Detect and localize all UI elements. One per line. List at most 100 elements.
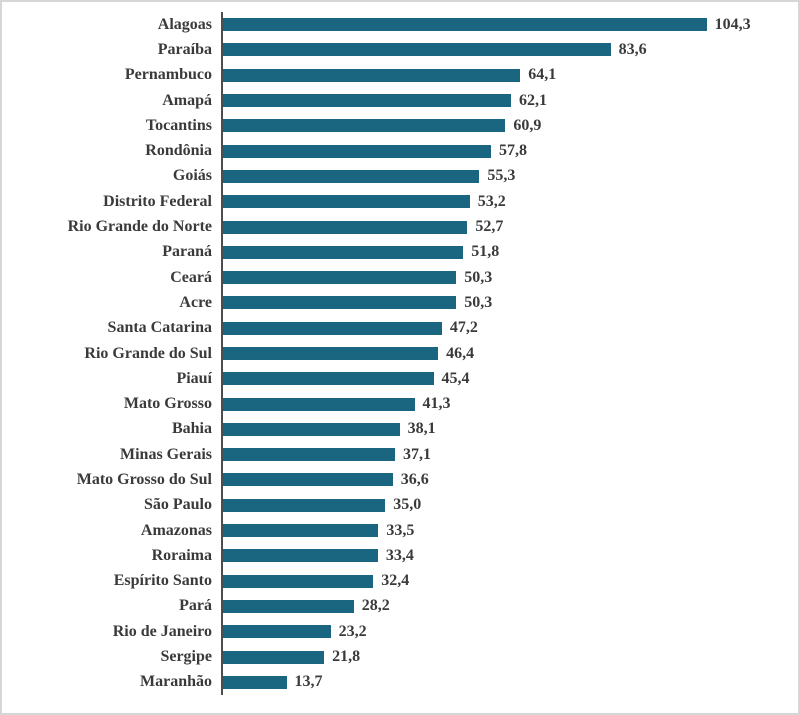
value-label: 46,4 [446, 344, 475, 362]
value-label: 21,8 [332, 648, 361, 666]
chart-row: Alagoas 104,3 [2, 12, 798, 38]
plot-area-row: 104,3 [221, 12, 798, 38]
plot-area-row: 55,3 [221, 163, 798, 190]
value-label: 45,4 [441, 369, 470, 387]
category-label: Roraima [151, 546, 212, 564]
plot-area-row: 50,3 [221, 264, 798, 291]
plot-area-row: 32,4 [221, 568, 798, 594]
value-label: 36,6 [400, 470, 429, 488]
value-label: 47,2 [449, 319, 478, 337]
chart-row: Roraima 33,4 [2, 543, 798, 569]
chart-row: Pernambuco 64,1 [2, 62, 798, 88]
category-label: Mato Grosso do Sul [76, 470, 212, 488]
chart-rows: Alagoas 104,3 Paraíba 83,6 Pernambuco 64,1 Ama… [2, 12, 798, 696]
bar [223, 220, 468, 234]
plot-area-row: 38,1 [221, 416, 798, 443]
chart-row: Acre 50,3 [2, 290, 798, 316]
category-label: Rio Grande do Sul [84, 344, 212, 362]
category-label: Ceará [170, 268, 212, 286]
category-label: Minas Gerais [120, 445, 212, 463]
chart-row: Mato Grosso do Sul 36,6 [2, 467, 798, 493]
chart-row: Ceará 50,3 [2, 264, 798, 291]
category-label: Pernambuco [124, 66, 212, 84]
bar [223, 372, 434, 386]
bar [223, 144, 492, 158]
plot-area-row: 57,8 [221, 138, 798, 164]
category-label: Paraíba [157, 40, 212, 58]
chart-row: Piauí 45,4 [2, 366, 798, 392]
category-label: Rondônia [145, 142, 212, 160]
value-label: 60,9 [513, 116, 542, 134]
plot-area-row: 64,1 [221, 62, 798, 88]
category-label: Paraná [162, 243, 212, 261]
chart-row: Amapá 62,1 [2, 87, 798, 114]
chart-row: Bahia 38,1 [2, 416, 798, 443]
value-label: 57,8 [499, 142, 528, 160]
value-label: 51,8 [471, 243, 500, 261]
plot-area-row: 47,2 [221, 315, 798, 341]
chart-row: Pará 28,2 [2, 593, 798, 620]
plot-area-row: 41,3 [221, 391, 798, 417]
bar [223, 422, 400, 436]
bar [223, 675, 287, 689]
bar [223, 321, 442, 335]
bar [223, 296, 457, 310]
bar [223, 574, 374, 588]
bar [223, 599, 354, 613]
plot-area-row: 37,1 [221, 442, 798, 468]
value-label: 50,3 [464, 293, 493, 311]
category-label: Rio de Janeiro [112, 622, 212, 640]
category-label: Santa Catarina [107, 319, 212, 337]
category-label: São Paulo [143, 496, 212, 514]
chart-row: Rondônia 57,8 [2, 138, 798, 164]
plot-area-row: 33,5 [221, 517, 798, 544]
category-label: Goiás [172, 167, 212, 185]
plot-area-row: 35,0 [221, 492, 798, 518]
bar [223, 650, 325, 664]
bar [223, 473, 393, 487]
bar [223, 94, 511, 108]
bar [223, 245, 464, 259]
value-label: 64,1 [528, 66, 557, 84]
category-label: Distrito Federal [103, 192, 212, 210]
chart-row: Sergipe 21,8 [2, 644, 798, 670]
plot-area-row: 45,4 [221, 366, 798, 392]
value-label: 28,2 [361, 597, 390, 615]
plot-area-row: 53,2 [221, 189, 798, 215]
category-label: Sergipe [160, 648, 212, 666]
chart-row: Rio Grande do Norte 52,7 [2, 214, 798, 240]
bar [223, 347, 439, 360]
plot-area-row: 36,6 [221, 467, 798, 493]
category-label: Maranhão [140, 673, 212, 691]
plot-area-row: 23,2 [221, 619, 798, 645]
value-label: 32,4 [381, 572, 410, 590]
value-label: 55,3 [487, 167, 516, 185]
plot-area-row: 51,8 [221, 239, 798, 265]
category-label: Acre [179, 293, 212, 311]
bar [223, 524, 379, 538]
bar [223, 397, 415, 411]
bar [223, 498, 386, 512]
plot-area-row: 21,8 [221, 644, 798, 670]
chart-row: Rio de Janeiro 23,2 [2, 619, 798, 645]
value-label: 35,0 [393, 496, 422, 514]
category-label: Bahia [171, 420, 212, 438]
chart-row: Paraná 51,8 [2, 239, 798, 265]
bar [223, 195, 470, 209]
value-label: 62,1 [518, 91, 547, 109]
chart-row: Goiás 55,3 [2, 163, 798, 190]
plot-area-row: 33,4 [221, 543, 798, 569]
chart-row: São Paulo 35,0 [2, 492, 798, 518]
category-label: Piauí [176, 369, 212, 387]
value-label: 13,7 [294, 673, 323, 691]
chart-row: Minas Gerais 37,1 [2, 442, 798, 468]
plot-area-row: 83,6 [221, 37, 798, 63]
plot-area-row: 52,7 [221, 214, 798, 240]
chart-row: Santa Catarina 47,2 [2, 315, 798, 341]
chart-row: Distrito Federal 53,2 [2, 189, 798, 215]
chart-row: Maranhão 13,7 [2, 669, 798, 696]
chart-row: Mato Grosso 41,3 [2, 391, 798, 417]
bar [223, 68, 521, 82]
bar [223, 448, 396, 462]
